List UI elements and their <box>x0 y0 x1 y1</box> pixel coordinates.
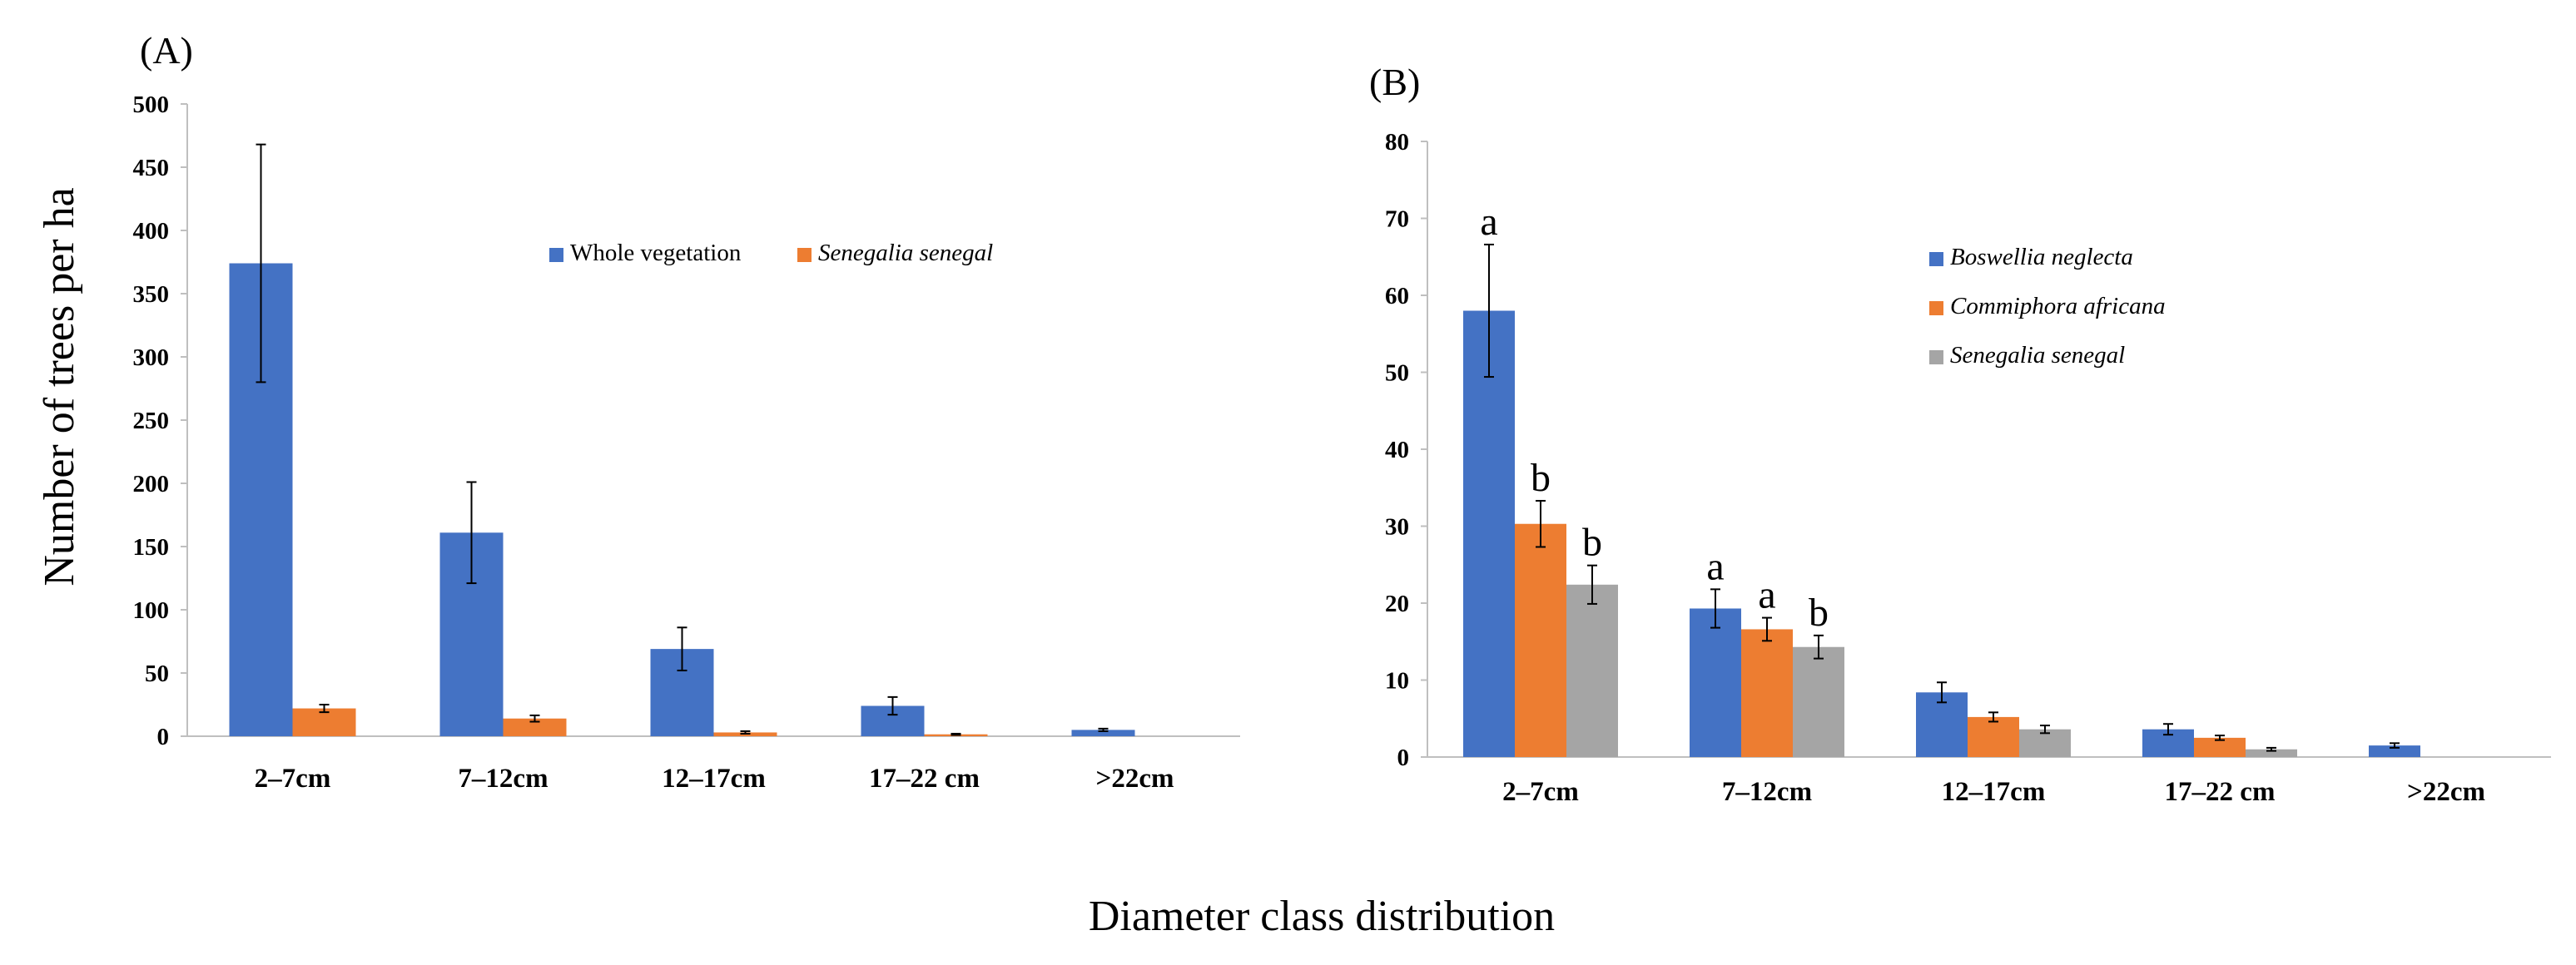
panel-a-category-label: 2–7cm <box>255 764 331 794</box>
panel-a-chart: 0 50 100 150 200 250 300 350 400 450 500 2–7cm 7–12c… <box>133 92 1240 794</box>
panel-a-category-label: 7–12cm <box>458 764 548 794</box>
panel-b-significance-letter: b <box>1809 591 1829 635</box>
panel-b-legend-swatch <box>1929 301 1943 315</box>
panel-a-legend-swatch <box>797 248 812 262</box>
panel-b-y-tick-label: 30 <box>1385 514 1409 541</box>
panel-b-y-tick-label: 0 <box>1397 745 1410 771</box>
panel-b-legend-swatch <box>1929 350 1943 364</box>
panel-b-significance-letter: a <box>1758 573 1775 617</box>
panel-a-y-tick-label: 500 <box>133 92 170 118</box>
panel-b-legend-label: Commiphora africana <box>1950 293 2166 319</box>
panel-a-y-tick-label: 350 <box>133 281 170 308</box>
panel-a-bar <box>1071 730 1135 736</box>
panel-b-significance-letter: a <box>1706 544 1724 588</box>
panel-b-significance-letter: a <box>1480 200 1497 244</box>
panel-b-bar <box>1515 523 1566 757</box>
panel-a-category-label: 17–22 cm <box>869 764 980 794</box>
panel-a-y-tick-label: 50 <box>145 661 169 687</box>
panel-b-bar <box>2246 749 2297 757</box>
panel-b-bar <box>2369 745 2420 757</box>
panel-b-category-label: 2–7cm <box>1502 777 1579 807</box>
panel-b-bar <box>2194 737 2246 757</box>
panel-b-bar <box>1741 629 1793 757</box>
panel-b-bar <box>1793 646 1844 757</box>
panel-b-significance-letter: b <box>1582 521 1602 565</box>
panel-a-y-tick-label: 200 <box>133 471 170 497</box>
panel-b-y-tick-label: 70 <box>1385 206 1409 233</box>
panel-a-legend-label: Senegalia senegal <box>818 240 993 266</box>
y-axis-title: Number of trees per ha <box>36 187 83 586</box>
panel-a-bar <box>503 718 567 736</box>
panel-a-category-label: >22cm <box>1096 764 1174 794</box>
panel-b-legend-swatch <box>1929 252 1943 266</box>
panel-a-y-tick-label: 450 <box>133 155 170 181</box>
panel-a-legend-label: Whole vegetation <box>570 240 742 266</box>
panel-b-legend-label: Boswellia neglecta <box>1950 244 2133 270</box>
panel-b-y-tick-label: 10 <box>1385 668 1409 695</box>
panel-b-legend-label: Senegalia senegal <box>1950 342 2125 369</box>
panel-b-category-label: >22cm <box>2407 777 2485 807</box>
panel-b-y-tick-label: 80 <box>1385 129 1409 156</box>
panel-a-y-tick-label: 250 <box>133 408 170 434</box>
panel-b-category-label: 12–17cm <box>1942 777 2046 807</box>
panel-b-significance-letter: b <box>1531 456 1551 500</box>
panel-b-category-label: 7–12cm <box>1722 777 1812 807</box>
panel-a-y-tick-label: 300 <box>133 344 170 371</box>
panel-b-y-tick-label: 40 <box>1385 437 1409 463</box>
panel-b-category-label: 17–22 cm <box>2165 777 2276 807</box>
panel-a-bar <box>292 708 356 736</box>
panel-a-y-tick-label: 400 <box>133 218 170 245</box>
panel-a-y-tick-label: 0 <box>157 724 170 750</box>
panel-a-legend-swatch <box>549 248 563 262</box>
panel-b-y-tick-label: 20 <box>1385 591 1409 617</box>
panel-a-category-label: 12–17cm <box>662 764 766 794</box>
panel-a-title: (A) <box>140 29 193 72</box>
panel-b-y-tick-label: 60 <box>1385 283 1409 309</box>
panel-a-y-tick-label: 100 <box>133 597 170 624</box>
x-axis-title: Diameter class distribution <box>1089 893 1555 940</box>
panel-b-bar <box>1566 584 1618 757</box>
panel-b-bar <box>1690 608 1741 757</box>
panel-b-bar <box>1463 310 1515 757</box>
panel-b-bar <box>1968 716 2019 757</box>
panel-b-title: (B) <box>1369 61 1420 103</box>
panel-a-y-tick-label: 150 <box>133 534 170 561</box>
panel-b-y-tick-label: 50 <box>1385 360 1409 387</box>
